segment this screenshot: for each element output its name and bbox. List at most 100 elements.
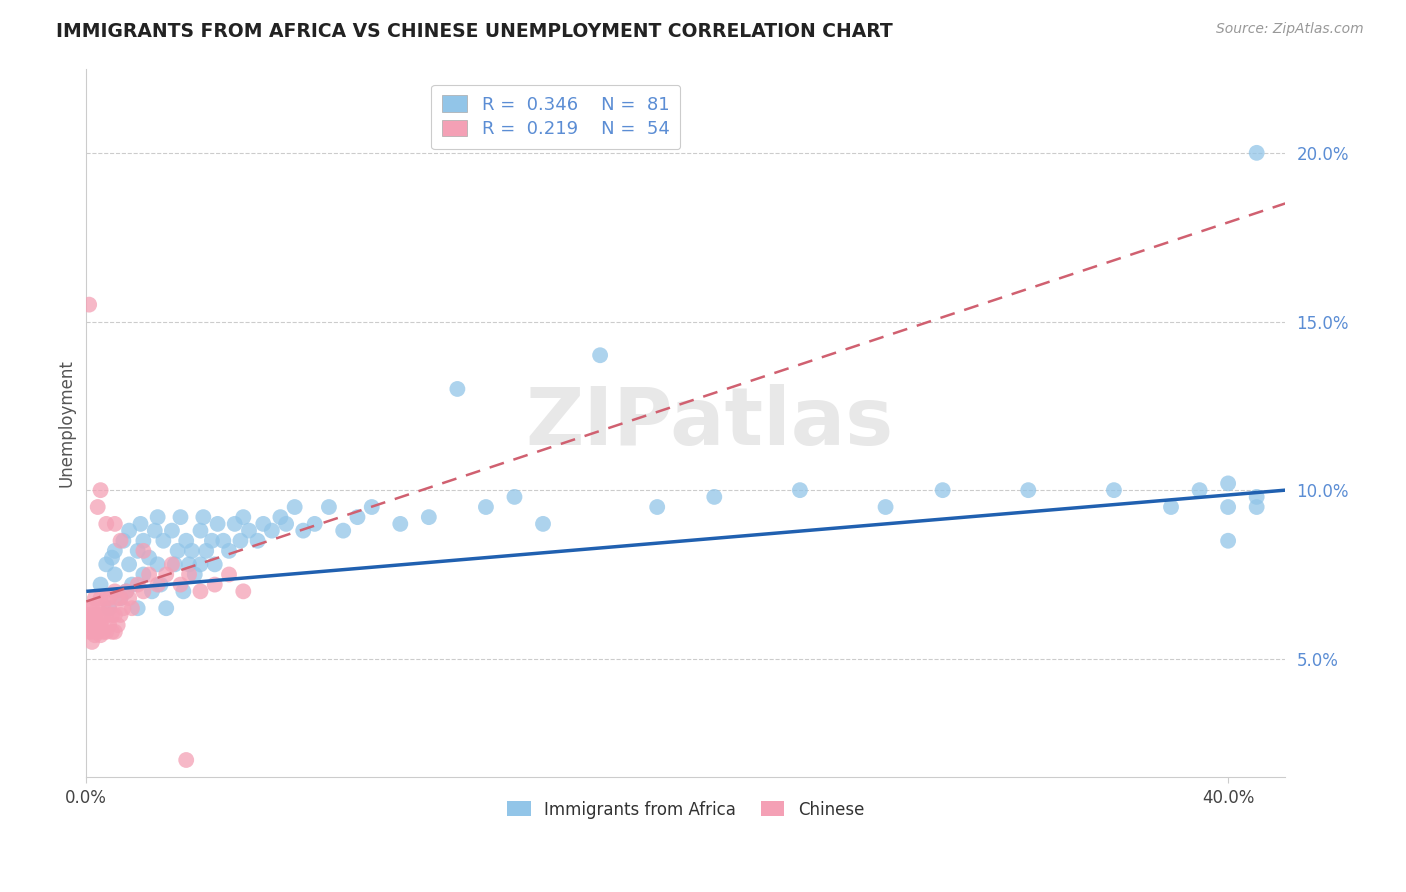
Point <box>98 591 121 606</box>
Point <box>229 533 252 548</box>
Point <box>1160 500 1182 514</box>
Point <box>98 601 121 615</box>
Point <box>121 577 143 591</box>
Point <box>86 500 108 514</box>
Point <box>1246 490 1268 504</box>
Point <box>96 558 118 572</box>
Point <box>274 516 297 531</box>
Point <box>96 607 118 622</box>
Point <box>172 584 194 599</box>
Point <box>104 516 127 531</box>
Point <box>77 624 100 639</box>
Point <box>80 624 103 639</box>
Point <box>80 601 103 615</box>
Point <box>112 533 135 548</box>
Point <box>503 490 526 504</box>
Point <box>132 544 155 558</box>
Point <box>98 601 121 615</box>
Point <box>446 382 468 396</box>
Point <box>104 607 127 622</box>
Point <box>93 611 115 625</box>
Point <box>104 544 127 558</box>
Point <box>195 544 218 558</box>
Point <box>104 567 127 582</box>
Point <box>127 577 149 591</box>
Point <box>115 584 138 599</box>
Point <box>110 591 132 606</box>
Point <box>110 591 132 606</box>
Point <box>166 544 188 558</box>
Point <box>146 577 169 591</box>
Point <box>79 611 101 625</box>
Point <box>160 558 183 572</box>
Point <box>107 591 129 606</box>
Point <box>190 584 212 599</box>
Point <box>80 618 103 632</box>
Point <box>193 510 215 524</box>
Point <box>110 533 132 548</box>
Text: ZIPatlas: ZIPatlas <box>526 384 894 462</box>
Point <box>589 348 612 362</box>
Point <box>77 298 100 312</box>
Point <box>101 550 124 565</box>
Point <box>86 618 108 632</box>
Point <box>207 516 229 531</box>
Point <box>318 500 340 514</box>
Point <box>155 601 177 615</box>
Point <box>160 524 183 538</box>
Point <box>101 607 124 622</box>
Point <box>132 567 155 582</box>
Point <box>531 516 554 531</box>
Point <box>190 524 212 538</box>
Point <box>90 591 112 606</box>
Point <box>143 524 166 538</box>
Point <box>174 533 197 548</box>
Point <box>252 516 274 531</box>
Point <box>155 567 177 582</box>
Point <box>112 601 135 615</box>
Point <box>149 577 172 591</box>
Point <box>475 500 498 514</box>
Point <box>115 584 138 599</box>
Text: IMMIGRANTS FROM AFRICA VS CHINESE UNEMPLOYMENT CORRELATION CHART: IMMIGRANTS FROM AFRICA VS CHINESE UNEMPL… <box>56 22 893 41</box>
Point <box>121 601 143 615</box>
Point <box>1216 476 1239 491</box>
Point <box>304 516 326 531</box>
Point <box>703 490 725 504</box>
Point <box>96 624 118 639</box>
Point <box>107 618 129 632</box>
Point <box>260 524 283 538</box>
Point <box>104 624 127 639</box>
Point <box>90 618 112 632</box>
Point <box>118 524 141 538</box>
Point <box>218 567 240 582</box>
Y-axis label: Unemployment: Unemployment <box>58 359 75 487</box>
Point <box>232 584 254 599</box>
Point <box>346 510 368 524</box>
Point <box>127 601 149 615</box>
Point <box>246 533 269 548</box>
Point <box>146 510 169 524</box>
Point <box>76 607 98 622</box>
Point <box>269 510 291 524</box>
Point <box>98 618 121 632</box>
Point <box>90 577 112 591</box>
Point <box>101 624 124 639</box>
Point <box>184 567 207 582</box>
Point <box>875 500 897 514</box>
Point <box>90 628 112 642</box>
Point <box>96 516 118 531</box>
Point <box>232 510 254 524</box>
Point <box>332 524 354 538</box>
Point <box>1246 500 1268 514</box>
Point <box>152 533 174 548</box>
Text: Source: ZipAtlas.com: Source: ZipAtlas.com <box>1216 22 1364 37</box>
Point <box>1246 145 1268 160</box>
Point <box>118 591 141 606</box>
Point <box>80 635 103 649</box>
Point <box>284 500 307 514</box>
Point <box>138 567 160 582</box>
Point <box>93 624 115 639</box>
Point <box>931 483 953 498</box>
Point <box>1017 483 1039 498</box>
